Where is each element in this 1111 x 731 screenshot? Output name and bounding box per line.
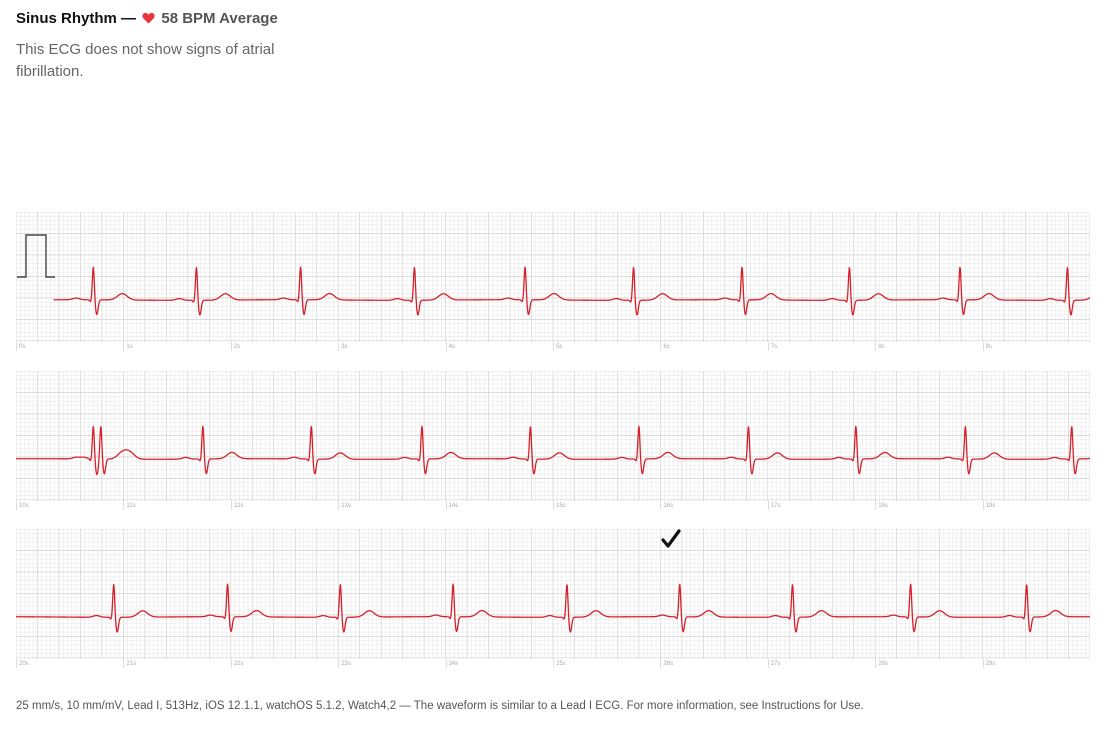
time-tick-mark xyxy=(230,342,232,351)
checkmark-icon xyxy=(660,528,682,555)
time-tick-label: 14s xyxy=(448,503,459,509)
time-tick-mark xyxy=(875,659,877,668)
time-tick-mark xyxy=(982,501,984,510)
ecg-trace xyxy=(16,583,1090,633)
ecg-description: This ECG does not show signs of atrial f… xyxy=(16,41,275,80)
heart-icon xyxy=(142,11,155,28)
time-tick-mark xyxy=(445,501,447,510)
time-tick-label: 5s xyxy=(556,344,563,350)
time-tick-mark xyxy=(553,659,554,668)
time-tick-label: 27s xyxy=(770,661,781,667)
ecg-title: Sinus Rhythm — 58 BPM Average xyxy=(16,10,278,28)
title-separator: — xyxy=(121,10,137,27)
time-tick-label: 28s xyxy=(878,661,888,667)
time-tick-label: 1s xyxy=(126,344,133,350)
time-tick-mark xyxy=(445,342,447,351)
time-tick-label: 7s xyxy=(770,344,778,350)
time-tick-mark xyxy=(875,342,877,351)
ecg-footer-info: 25 mm/s, 10 mm/mV, Lead I, 513Hz, iOS 12… xyxy=(16,700,864,712)
time-tick-label: 9s xyxy=(985,344,992,350)
time-tick-mark xyxy=(767,659,769,668)
ecg-strip-2-plot xyxy=(16,371,1090,501)
time-tick-label: 0s xyxy=(19,344,26,350)
time-tick-mark xyxy=(16,342,17,351)
time-tick-label: 12s xyxy=(233,503,244,509)
time-tick-label: 29s xyxy=(985,661,996,667)
time-tick-label: 19s xyxy=(985,503,996,509)
time-tick-mark xyxy=(982,659,984,668)
time-tick-label: 6s xyxy=(663,344,670,350)
ecg-strip-1-ticks: 0s 1s 2s 3s 4s 5s 6s 7s 8s 9s xyxy=(16,342,1090,356)
time-tick-label: 24s xyxy=(448,661,459,667)
calibration-pulse xyxy=(17,234,55,278)
ecg-strip-3-plot xyxy=(16,529,1090,659)
rhythm-label: Sinus Rhythm xyxy=(16,10,117,27)
ecg-grid xyxy=(16,529,1090,659)
time-tick-label: 22s xyxy=(233,661,244,667)
time-tick-mark xyxy=(338,501,340,510)
ecg-grid xyxy=(16,371,1090,501)
time-tick-mark xyxy=(16,501,17,510)
ecg-strip-3: 20s 21s 22s 23s 24s 25s 26s 27s 28s 29s xyxy=(16,529,1090,673)
time-tick-label: 20s xyxy=(19,661,29,667)
time-tick-label: 10s xyxy=(19,503,29,509)
time-tick-mark xyxy=(338,659,340,668)
time-tick-mark xyxy=(338,342,340,351)
ecg-strip-1: 0s 1s 2s 3s 4s 5s 6s 7s 8s 9s xyxy=(16,212,1090,356)
time-tick-label: 15s xyxy=(556,503,566,509)
time-tick-mark xyxy=(660,342,662,351)
time-tick-label: 17s xyxy=(770,503,781,509)
time-tick-label: 23s xyxy=(341,661,351,667)
time-tick-mark xyxy=(553,501,554,510)
time-tick-mark xyxy=(660,659,662,668)
time-tick-label: 11s xyxy=(126,503,136,509)
time-tick-label: 3s xyxy=(341,344,348,350)
time-tick-label: 21s xyxy=(126,661,137,667)
ecg-grid xyxy=(16,212,1090,342)
time-tick-mark xyxy=(875,501,877,510)
time-tick-mark xyxy=(767,501,769,510)
ecg-strip-2: 10s 11s 12s 13s 14s 15s 16s 17s 18s 19s xyxy=(16,371,1090,515)
time-tick-mark xyxy=(123,342,125,351)
time-tick-mark xyxy=(445,659,447,668)
time-tick-mark xyxy=(16,659,17,668)
ecg-trace xyxy=(53,266,1090,316)
ecg-strip-2-ticks: 10s 11s 12s 13s 14s 15s 16s 17s 18s 19s xyxy=(16,501,1090,515)
time-tick-mark xyxy=(660,501,662,510)
time-tick-mark xyxy=(230,501,232,510)
time-tick-mark xyxy=(230,659,232,668)
bpm-average: 58 BPM Average xyxy=(161,10,278,27)
time-tick-mark xyxy=(123,501,125,510)
time-tick-label: 2s xyxy=(233,344,241,350)
ecg-strip-1-plot xyxy=(16,212,1090,342)
time-tick-label: 26s xyxy=(663,661,674,667)
time-tick-mark xyxy=(553,342,554,351)
time-tick-mark xyxy=(123,659,125,668)
time-tick-label: 16s xyxy=(663,503,674,509)
time-tick-mark xyxy=(982,342,984,351)
time-tick-label: 13s xyxy=(341,503,351,509)
time-tick-mark xyxy=(767,342,769,351)
time-tick-label: 8s xyxy=(878,344,885,350)
ecg-strip-3-ticks: 20s 21s 22s 23s 24s 25s 26s 27s 28s 29s xyxy=(16,659,1090,673)
time-tick-label: 18s xyxy=(878,503,888,509)
time-tick-label: 4s xyxy=(448,344,455,350)
time-tick-label: 25s xyxy=(556,661,566,667)
ecg-trace xyxy=(16,425,1090,476)
